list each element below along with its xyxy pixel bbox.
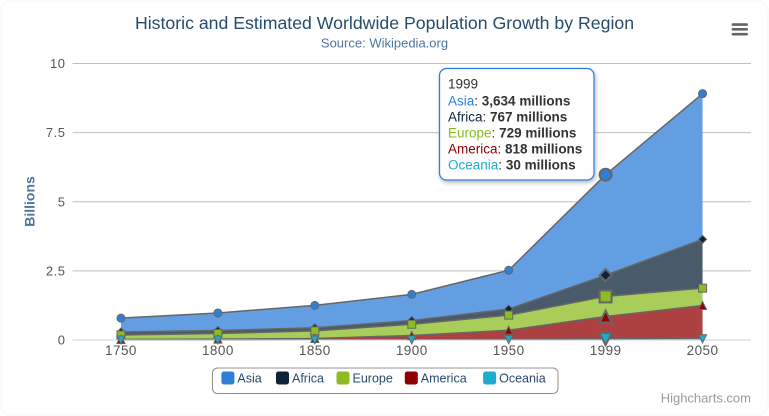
svg-text:1999: 1999 bbox=[590, 343, 622, 358]
svg-text:1950: 1950 bbox=[493, 343, 525, 358]
svg-text:Asia: 3,634 millions: Asia: 3,634 millions bbox=[448, 94, 570, 109]
svg-text:Africa: Africa bbox=[292, 372, 324, 386]
svg-text:America: 818 millions: America: 818 millions bbox=[448, 142, 582, 157]
svg-text:Europe: 729 millions: Europe: 729 millions bbox=[448, 126, 576, 141]
svg-text:10: 10 bbox=[50, 56, 65, 71]
svg-text:1850: 1850 bbox=[299, 343, 331, 358]
svg-text:1999: 1999 bbox=[448, 77, 478, 92]
svg-text:2.5: 2.5 bbox=[46, 263, 66, 278]
svg-text:Oceania: Oceania bbox=[499, 372, 546, 386]
svg-text:1900: 1900 bbox=[396, 343, 428, 358]
svg-text:2050: 2050 bbox=[687, 343, 719, 358]
svg-text:5: 5 bbox=[58, 194, 66, 209]
svg-text:America: America bbox=[421, 372, 467, 386]
svg-text:1800: 1800 bbox=[202, 343, 234, 358]
svg-text:Historic and Estimated Worldwi: Historic and Estimated Worldwide Populat… bbox=[135, 13, 634, 33]
svg-text:Africa: 767 millions: Africa: 767 millions bbox=[448, 110, 567, 125]
svg-text:Billions: Billions bbox=[22, 176, 38, 227]
svg-text:Europe: Europe bbox=[353, 372, 393, 386]
svg-text:0: 0 bbox=[58, 333, 66, 348]
svg-text:Oceania: 30 millions: Oceania: 30 millions bbox=[448, 158, 576, 173]
svg-text:Source: Wikipedia.org: Source: Wikipedia.org bbox=[321, 36, 448, 51]
svg-text:7.5: 7.5 bbox=[46, 125, 66, 140]
svg-text:1750: 1750 bbox=[105, 343, 137, 358]
svg-text:Asia: Asia bbox=[237, 372, 261, 386]
svg-text:Highcharts.com: Highcharts.com bbox=[661, 391, 751, 406]
